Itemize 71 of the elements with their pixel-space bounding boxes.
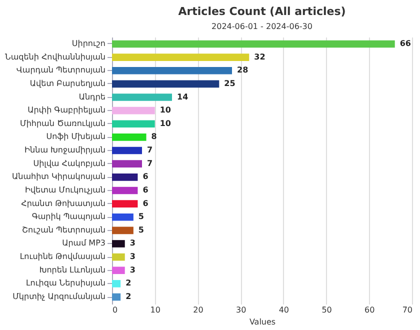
x-tick-label: 20 <box>193 306 204 314</box>
data-label: 8 <box>151 132 158 142</box>
y-tick-label: Իննա Խոջամիրյան <box>24 146 106 155</box>
chart-subtitle: 2024-06-01 - 2024-06-30 <box>212 22 312 31</box>
data-label: 14 <box>177 92 189 102</box>
data-label: 32 <box>254 52 266 62</box>
y-tick-label: Անդրե <box>78 92 106 102</box>
y-tick-label: Արամ MP3 <box>62 238 106 248</box>
data-label: 66 <box>400 38 412 48</box>
bar <box>112 186 138 194</box>
bar <box>112 213 134 221</box>
y-tick-label: Անահիտ Կիրակոսյան <box>12 172 106 182</box>
data-label: 6 <box>142 185 149 194</box>
y-tick-label: Շուշան Պետրոսյան <box>22 225 106 234</box>
data-label: 10 <box>160 118 172 128</box>
y-tick-label: Մկրտիչ Արզումանյան <box>12 292 106 302</box>
data-label: 2 <box>126 292 132 302</box>
bar <box>112 106 155 114</box>
bar <box>112 146 142 154</box>
data-label: 3 <box>130 265 136 274</box>
y-tick-label: Միհրան Ծառուկյան <box>20 118 106 128</box>
x-tick-label: 40 <box>278 306 290 314</box>
data-label: 5 <box>138 212 144 222</box>
data-label: 10 <box>160 106 172 115</box>
bar <box>112 80 220 88</box>
bar <box>112 66 232 74</box>
bar <box>112 226 134 234</box>
bar <box>112 293 121 301</box>
y-tick-label: Լուսինե Թովմասյան <box>20 252 106 262</box>
y-tick-label: Ավետ Բարսեղյան <box>30 78 106 88</box>
x-tick-label: 60 <box>364 306 375 314</box>
x-tick-label: 30 <box>236 306 246 314</box>
x-tick-label: 70 <box>402 306 412 314</box>
data-label: 2 <box>126 278 132 288</box>
bar <box>112 200 138 208</box>
y-tick-label: Խորեն Լևոնյան <box>39 265 106 274</box>
bar <box>112 120 155 128</box>
chart-title: Articles Count (All articles) <box>178 5 346 18</box>
bar <box>112 240 125 248</box>
bar <box>112 40 395 48</box>
data-label: 3 <box>130 252 136 262</box>
x-tick-label: 0 <box>112 306 118 314</box>
data-label: 25 <box>224 78 236 88</box>
y-tick-label: Գարիկ Պապոյան <box>32 212 106 222</box>
y-tick-label: Վարդան Պետրոսյան <box>16 66 106 75</box>
y-tick-label: Սիլվա Հակոբյան <box>33 158 106 168</box>
data-label: 3 <box>130 238 136 248</box>
x-axis-title: Values <box>249 318 276 326</box>
y-tick-label: Սիրուշո <box>72 38 106 48</box>
bar <box>112 54 250 61</box>
bar <box>112 173 138 181</box>
bar <box>112 160 142 168</box>
bar <box>112 266 125 274</box>
bar <box>112 280 121 288</box>
x-tick-label: 10 <box>150 306 160 314</box>
bar <box>112 253 125 261</box>
x-tick-label: 50 <box>322 306 332 314</box>
data-label: 6 <box>142 172 149 182</box>
bar <box>112 134 146 141</box>
y-tick-label: Հրանտ Թոխատյան <box>21 198 106 208</box>
y-tick-label: Սոֆի Մխեյան <box>46 132 106 142</box>
data-label: 6 <box>142 198 149 208</box>
y-tick-label: Նազենի Հովհաննիսյան <box>4 52 106 62</box>
data-label: 7 <box>147 158 153 168</box>
data-label: 5 <box>138 225 144 234</box>
y-tick-label: Արփի Գաբրիելյան <box>28 106 106 115</box>
y-tick-label: Իվետա Մուկուչյան <box>24 185 106 194</box>
data-label: 28 <box>237 66 249 75</box>
data-label: 7 <box>147 146 153 155</box>
y-tick-label: Լուիզա Ներսիսյան <box>26 278 106 288</box>
bar <box>112 94 172 101</box>
